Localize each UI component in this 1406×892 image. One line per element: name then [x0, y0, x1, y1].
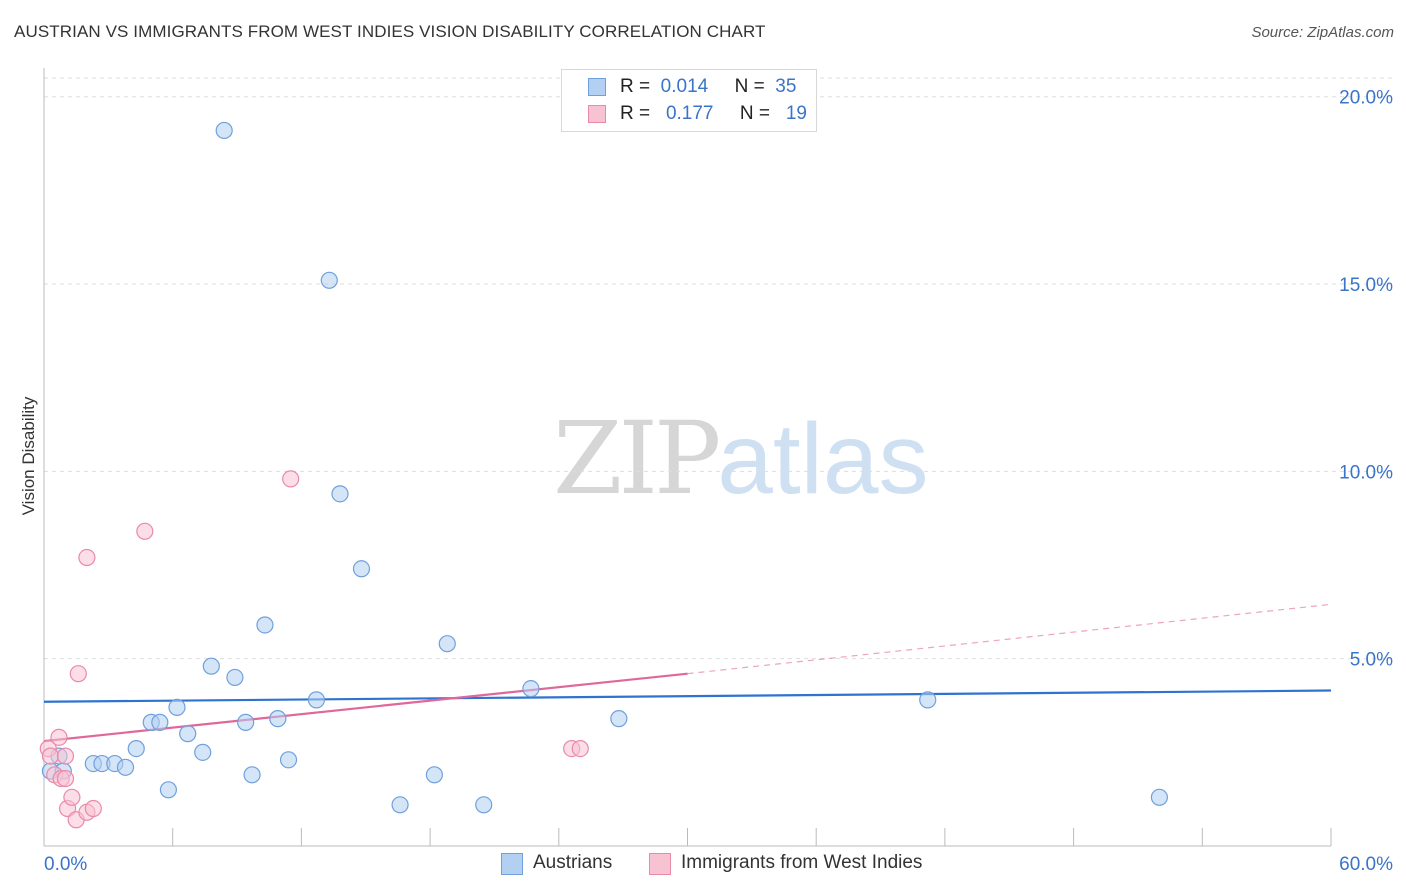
y-tick-label: 10.0%	[1339, 462, 1393, 483]
x-tick-label: 0.0%	[44, 854, 87, 875]
data-point-austrians	[610, 710, 628, 728]
data-point-austrians	[127, 739, 145, 758]
data-point-austrians	[475, 796, 493, 814]
data-point-austrians	[215, 121, 233, 140]
legend-n-label: N =	[734, 76, 765, 97]
legend-label-west-indies: Immigrants from West Indies	[681, 852, 923, 873]
data-point-west-indies	[56, 769, 75, 788]
data-point-austrians	[269, 710, 287, 728]
data-point-austrians	[1150, 788, 1169, 806]
data-point-west-indies	[41, 747, 60, 765]
data-point-austrians	[919, 691, 937, 709]
legend-swatch-blue	[588, 78, 606, 96]
legend-swatch-blue	[501, 853, 523, 875]
data-point-austrians	[202, 657, 220, 675]
data-point-austrians	[307, 691, 326, 709]
trend-line-west-indies	[43, 672, 688, 743]
legend-r-label: R =	[620, 76, 651, 97]
tick-labels: 5.0% 10.0% 15.0% 20.0% 0.0% 60.0% Vision Disab…	[19, 88, 1393, 875]
axis-layer	[43, 68, 1332, 847]
data-point-austrians	[391, 796, 409, 814]
watermark: ZIPatlas	[553, 400, 929, 517]
data-point-austrians	[243, 766, 261, 784]
data-point-west-indies	[69, 665, 87, 683]
stats-legend: R = 0.014 N = 35 R = 0.177 N = 19	[561, 69, 817, 132]
data-point-west-indies	[56, 747, 75, 765]
data-point-austrians	[331, 485, 349, 503]
trend-line-west-indies-extrapolated	[687, 603, 1332, 675]
source-label: Source: ZipAtlas.com	[1251, 24, 1394, 41]
y-tick-label: 20.0%	[1339, 88, 1393, 109]
data-point-west-indies	[282, 470, 300, 488]
x-tick-label: 60.0%	[1339, 854, 1393, 875]
data-point-west-indies	[84, 799, 102, 818]
trend-line-austrians	[43, 689, 1332, 703]
data-point-austrians	[438, 635, 456, 653]
y-tick-label: 5.0%	[1350, 650, 1393, 671]
watermark-atlas: atlas	[717, 403, 929, 515]
data-point-austrians	[168, 698, 186, 716]
data-point-austrians	[256, 616, 274, 634]
data-point-west-indies	[63, 788, 81, 806]
data-point-west-indies	[136, 522, 154, 540]
data-point-austrians	[279, 751, 298, 769]
data-points	[39, 121, 1169, 829]
data-point-west-indies	[78, 548, 96, 567]
data-point-austrians	[226, 668, 244, 687]
watermark-zip: ZIP	[553, 400, 721, 517]
legend-n-value: 35	[775, 76, 797, 97]
data-point-west-indies	[50, 728, 68, 746]
data-point-austrians	[522, 680, 540, 698]
legend-n-label: N =	[739, 103, 771, 124]
data-point-austrians	[320, 271, 338, 289]
y-axis-label: Vision Disability	[19, 396, 38, 515]
legend-n-value: 19	[785, 103, 807, 124]
data-point-austrians	[237, 713, 255, 731]
legend-label-austrians: Austrians	[533, 852, 613, 873]
grid-layer	[44, 77, 1392, 660]
legend-r-value: 0.014	[660, 76, 709, 97]
chart-title: AUSTRIAN VS IMMIGRANTS FROM WEST INDIES …	[14, 22, 766, 41]
legend-r-value: 0.177	[665, 103, 714, 124]
data-point-austrians	[151, 713, 169, 731]
data-point-austrians	[179, 725, 197, 743]
data-point-austrians	[194, 743, 212, 761]
legend-swatch-pink	[649, 853, 671, 875]
data-point-austrians	[352, 560, 371, 578]
legend-swatch-pink	[588, 105, 606, 123]
data-point-austrians	[159, 781, 178, 799]
data-point-west-indies	[571, 739, 589, 758]
data-point-austrians	[425, 766, 443, 784]
legend-r-label: R =	[620, 103, 651, 124]
y-tick-label: 15.0%	[1339, 275, 1393, 296]
data-point-austrians	[116, 758, 135, 776]
